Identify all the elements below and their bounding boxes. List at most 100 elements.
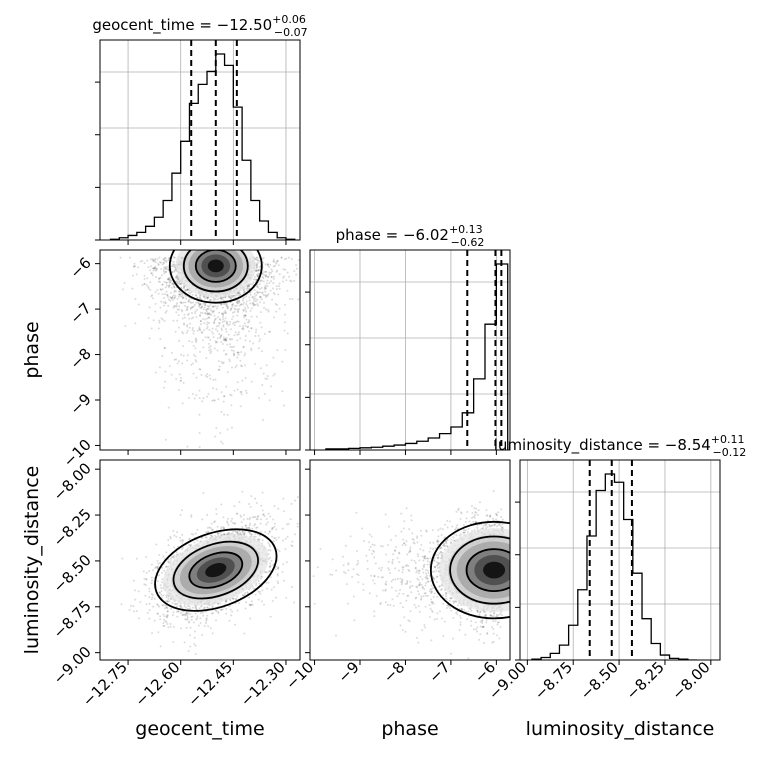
scatter-point xyxy=(144,595,146,597)
scatter-point xyxy=(158,574,160,576)
scatter-point xyxy=(193,533,195,535)
scatter-point xyxy=(159,261,161,263)
scatter-point xyxy=(261,350,263,352)
scatter-point xyxy=(233,505,235,507)
scatter-point xyxy=(205,622,207,624)
scatter-point xyxy=(212,387,214,389)
scatter-point xyxy=(153,260,155,262)
title-main-phase: phase = −6.02 xyxy=(336,226,449,244)
scatter-point xyxy=(265,263,267,265)
scatter-point xyxy=(263,302,265,304)
scatter-point xyxy=(161,284,163,286)
scatter-point xyxy=(173,546,175,548)
scatter-point xyxy=(191,317,193,319)
scatter-point xyxy=(285,257,287,259)
scatter-point xyxy=(276,349,278,351)
scatter-point xyxy=(172,307,174,309)
scatter-point xyxy=(267,264,269,266)
scatter-point xyxy=(205,531,207,533)
scatter-point xyxy=(219,365,221,367)
scatter-point xyxy=(213,321,215,323)
scatter-point xyxy=(221,526,223,528)
scatter-point xyxy=(233,346,235,348)
scatter-point xyxy=(162,319,164,321)
scatter-point xyxy=(282,498,284,500)
scatter-point xyxy=(201,332,203,334)
scatter-point xyxy=(284,304,286,306)
scatter-point xyxy=(257,516,259,518)
scatter-point xyxy=(239,360,241,362)
scatter-point xyxy=(187,354,189,356)
scatter-point xyxy=(255,516,257,518)
scatter-point xyxy=(147,317,149,319)
scatter-point xyxy=(250,348,252,350)
scatter-point xyxy=(146,277,148,279)
scatter-point xyxy=(162,555,164,557)
scatter-point xyxy=(199,314,201,316)
scatter-point xyxy=(268,274,270,276)
scatter-point xyxy=(223,533,225,535)
scatter-point xyxy=(254,363,256,365)
scatter-point xyxy=(203,329,205,331)
scatter-point xyxy=(232,315,234,317)
scatter-point xyxy=(160,587,162,589)
scatter-point xyxy=(258,583,260,585)
scatter-point xyxy=(161,274,163,276)
scatter-point xyxy=(133,580,135,582)
scatter-point xyxy=(254,295,256,297)
scatter-point xyxy=(217,533,219,535)
scatter-point xyxy=(302,284,304,286)
scatter-point xyxy=(152,258,154,260)
scatter-point xyxy=(229,343,231,345)
scatter-point xyxy=(183,382,185,384)
scatter-point xyxy=(208,350,210,352)
scatter-point xyxy=(163,305,165,307)
title-sub-luminosity_distance: −0.12 xyxy=(713,446,747,459)
scatter-point xyxy=(205,357,207,359)
scatter-point xyxy=(153,319,155,321)
scatter-point xyxy=(215,298,217,300)
scatter-point xyxy=(158,554,160,556)
scatter-point xyxy=(162,622,164,624)
scatter-point xyxy=(176,304,178,306)
scatter-point xyxy=(157,631,159,633)
scatter-point xyxy=(213,310,215,312)
scatter-point xyxy=(192,327,194,329)
scatter-point xyxy=(178,290,180,292)
title-sup-geocent_time: +0.06 xyxy=(272,13,306,26)
scatter-point xyxy=(202,346,204,348)
scatter-point xyxy=(176,531,178,533)
scatter-point xyxy=(173,294,175,296)
scatter-point xyxy=(173,535,175,537)
scatter-point xyxy=(188,621,190,623)
scatter-point xyxy=(174,295,176,297)
scatter-point xyxy=(206,396,208,398)
scatter-point xyxy=(273,259,275,261)
scatter-point xyxy=(151,577,153,579)
scatter-point xyxy=(255,294,257,296)
scatter-point xyxy=(215,340,217,342)
scatter-point xyxy=(230,328,232,330)
scatter-point xyxy=(134,322,136,324)
scatter-point xyxy=(241,491,243,493)
scatter-point xyxy=(243,316,245,318)
scatter-point xyxy=(243,346,245,348)
scatter-point xyxy=(269,549,271,551)
scatter-point xyxy=(146,284,148,286)
scatter-point xyxy=(209,339,211,341)
scatter-point xyxy=(242,531,244,533)
scatter-point xyxy=(272,375,274,377)
scatter-point xyxy=(179,282,181,284)
scatter-point xyxy=(206,514,208,516)
scatter-point xyxy=(214,535,216,537)
scatter-point xyxy=(249,523,251,525)
scatter-point xyxy=(222,307,224,309)
scatter-point xyxy=(231,318,233,320)
scatter-point xyxy=(157,580,159,582)
scatter-point xyxy=(206,373,208,375)
scatter-point xyxy=(237,381,239,383)
scatter-point xyxy=(273,276,275,278)
scatter-point xyxy=(234,295,236,297)
scatter-point xyxy=(196,309,198,311)
panel-hist-luminosity_distance: luminosity_distance = −8.54+0.11−0.12 xyxy=(494,433,746,665)
